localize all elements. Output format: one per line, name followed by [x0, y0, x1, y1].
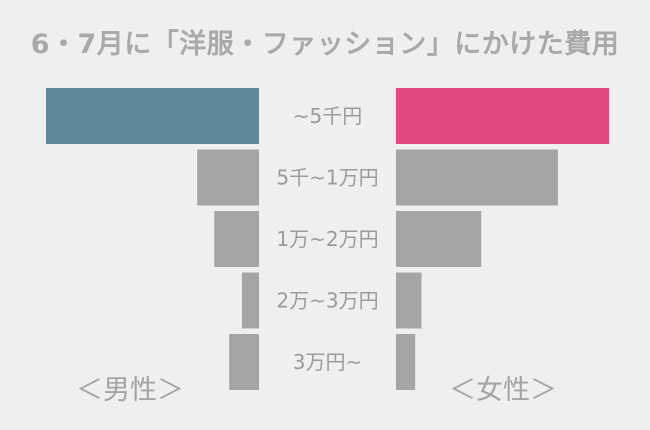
male-bar-4 [229, 334, 259, 390]
male-bar-1 [197, 149, 259, 206]
male-bar-0 [46, 88, 259, 144]
category-label-2: 1万~2万円 [276, 227, 378, 251]
category-label-1: 5千~1万円 [276, 166, 378, 190]
category-label-4: 3万円~ [293, 350, 362, 374]
chart-title: 6・7月に「洋服・ファッション」にかけた費用 [30, 29, 620, 60]
category-labels: ~5千円 5千~1万円 1万~2万円 2万~3万円 3万円~ [276, 104, 378, 374]
female-bar-2 [396, 211, 482, 267]
category-label-0: ~5千円 [293, 104, 362, 128]
male-bars [46, 88, 259, 390]
legend-female: ＜女性＞ [449, 375, 557, 406]
female-bar-3 [396, 272, 422, 329]
female-bar-1 [396, 149, 558, 206]
category-label-3: 2万~3万円 [276, 289, 378, 313]
female-bar-4 [396, 334, 416, 390]
female-bar-0 [396, 88, 609, 144]
male-bar-2 [214, 211, 259, 267]
legend-male: ＜男性＞ [76, 375, 184, 406]
male-bar-3 [241, 272, 259, 329]
female-bars [396, 88, 609, 390]
